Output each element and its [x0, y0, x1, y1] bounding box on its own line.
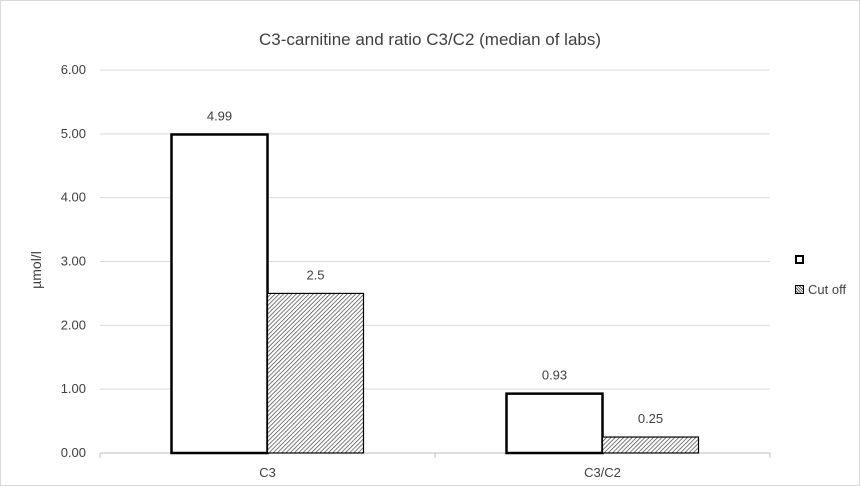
legend: Cut off	[795, 250, 846, 310]
bar-c3-series-2	[266, 292, 365, 454]
data-label: 2.5	[306, 267, 324, 282]
y-tick-label: 6.00	[61, 62, 86, 77]
legend-item-cut-off: Cut off	[795, 280, 846, 298]
legend-label-cut-off: Cut off	[808, 281, 847, 297]
x-category-label: C3	[259, 465, 276, 480]
y-tick-label: 2.00	[61, 317, 86, 332]
y-tick-label: 1.00	[61, 381, 86, 396]
y-tick-label: 5.00	[61, 126, 86, 141]
data-label: 0.93	[542, 368, 567, 383]
x-category-label: C3/C2	[584, 465, 621, 480]
bar-c3-c2-series-2	[601, 436, 700, 454]
legend-swatch-cut-off	[795, 284, 804, 294]
y-tick-label: 0.00	[61, 445, 86, 460]
bar-c3-series-1	[170, 133, 269, 455]
legend-swatch-series-1	[795, 254, 804, 264]
legend-item-series-1	[795, 250, 846, 268]
chart-title: C3-carnitine and ratio C3/C2 (median of …	[258, 30, 602, 49]
y-tick-label: 3.00	[61, 254, 86, 269]
data-label: 0.25	[638, 411, 663, 426]
bar-c3-c2-series-1	[505, 392, 604, 455]
data-label: 4.99	[207, 108, 232, 123]
y-tick-label: 4.00	[61, 190, 86, 205]
